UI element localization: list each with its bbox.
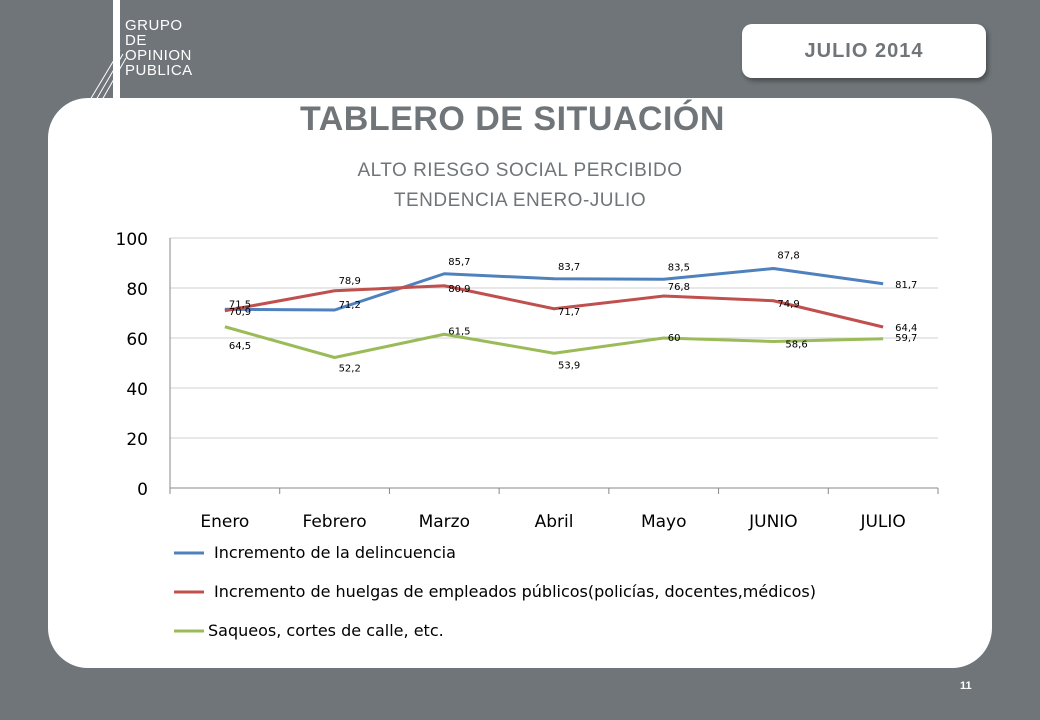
data-label: 64,5 bbox=[229, 341, 251, 352]
date-label: JULIO 2014 bbox=[804, 39, 924, 62]
data-label: 60 bbox=[668, 333, 681, 344]
x-tick-label: JULIO bbox=[859, 512, 905, 532]
data-label: 59,7 bbox=[895, 333, 917, 344]
data-label: 70,9 bbox=[229, 307, 251, 318]
chart-grid bbox=[170, 237, 938, 489]
data-label: 83,5 bbox=[668, 262, 690, 273]
chart-legend: Incremento de la delincuencia Incremento … bbox=[174, 543, 816, 640]
y-tick-label: 100 bbox=[116, 230, 148, 250]
series-line bbox=[224, 284, 884, 329]
data-label: 71,7 bbox=[558, 307, 580, 318]
x-tick-label: Febrero bbox=[302, 512, 366, 532]
data-label: 64,4 bbox=[895, 323, 917, 334]
logo-bar bbox=[113, 0, 120, 100]
date-badge: JULIO 2014 bbox=[742, 24, 986, 78]
x-tick-label: Marzo bbox=[419, 512, 470, 532]
y-tick-label: 20 bbox=[126, 430, 148, 450]
series-line bbox=[224, 267, 884, 312]
chart-subtitle-2: TENDENCIA ENERO-JULIO bbox=[393, 190, 647, 211]
legend-label: Incremento de huelgas de empleados públi… bbox=[214, 582, 816, 601]
data-label: 80,9 bbox=[448, 284, 470, 295]
y-tick-label: 0 bbox=[137, 480, 148, 500]
data-label: 87,8 bbox=[777, 251, 799, 262]
x-tick-label: JUNIO bbox=[748, 512, 798, 532]
data-label: 74,9 bbox=[777, 299, 799, 310]
data-label: 71,2 bbox=[339, 300, 361, 311]
logo-line: PUBLICA bbox=[125, 62, 193, 79]
page-title: TABLERO DE SITUACIÓN bbox=[300, 100, 725, 138]
y-tick-label: 40 bbox=[126, 380, 148, 400]
data-label: 83,7 bbox=[558, 262, 580, 273]
logo-line: GRUPO bbox=[125, 17, 183, 34]
logo-line: OPINION bbox=[125, 47, 192, 64]
data-label: 61,5 bbox=[448, 326, 470, 337]
data-label: 53,9 bbox=[558, 360, 580, 371]
logo-text: GRUPO DE OPINION PUBLICA bbox=[125, 18, 193, 78]
x-tick-label: Enero bbox=[200, 512, 249, 532]
series-line bbox=[224, 325, 884, 359]
chart-subtitle: ALTO RIESGO SOCIAL PERCIBIDO bbox=[357, 160, 683, 181]
x-tick-label: Mayo bbox=[641, 512, 687, 532]
data-label: 78,9 bbox=[339, 276, 361, 287]
legend-label: Saqueos, cortes de calle, etc. bbox=[208, 621, 444, 640]
data-label: 81,7 bbox=[895, 280, 917, 291]
y-tick-label: 80 bbox=[126, 280, 148, 300]
chart-axes: 0 20 40 60 80 100 Enero Febrero Marzo Abril Mayo JU… bbox=[116, 230, 939, 532]
data-label: 76,8 bbox=[668, 282, 690, 293]
data-label: 52,2 bbox=[339, 364, 361, 375]
logo-line: DE bbox=[125, 32, 147, 49]
page-number: 11 bbox=[960, 680, 972, 692]
chart-series bbox=[224, 267, 884, 359]
x-tick-label: Abril bbox=[535, 512, 574, 532]
chart-data-labels: 71,5 71,2 85,7 83,7 83,5 87,8 81,7 70,9 78,9 80,9… bbox=[229, 251, 918, 375]
legend-label: Incremento de la delincuencia bbox=[214, 543, 456, 562]
y-tick-label: 60 bbox=[126, 330, 148, 350]
logo-lines-icon bbox=[90, 49, 127, 100]
data-label: 58,6 bbox=[785, 340, 807, 351]
data-label: 85,7 bbox=[448, 257, 470, 268]
data-label: 71,5 bbox=[229, 299, 251, 310]
content-card bbox=[48, 98, 992, 668]
